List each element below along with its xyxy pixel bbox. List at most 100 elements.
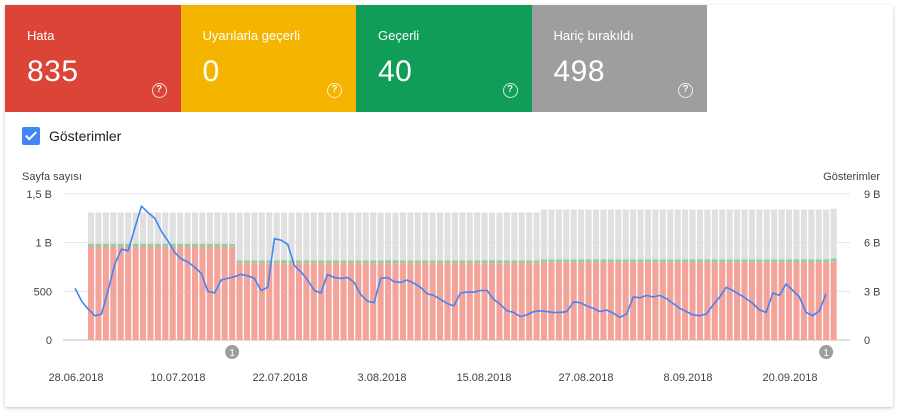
- bar-error: [191, 246, 199, 340]
- help-icon[interactable]: ?: [678, 83, 693, 98]
- help-icon[interactable]: ?: [327, 83, 342, 98]
- x-tick-label: 3.08.2018: [358, 372, 407, 384]
- bar-excluded: [741, 209, 748, 260]
- help-icon[interactable]: ?: [502, 83, 518, 98]
- bar-valid: [162, 243, 169, 247]
- bar-error: [184, 246, 191, 340]
- left-axis-title: Sayfa sayısı: [22, 171, 82, 183]
- bar-error: [132, 246, 139, 340]
- bar-valid: [236, 260, 243, 264]
- bar-excluded: [191, 212, 199, 244]
- bar-valid: [221, 243, 228, 247]
- bar-excluded: [229, 212, 236, 244]
- bar-error: [741, 262, 748, 340]
- impressions-checkbox[interactable]: [22, 127, 40, 145]
- bar-error: [592, 262, 600, 340]
- bar-error: [459, 263, 466, 340]
- bar-valid: [407, 260, 414, 264]
- bar-excluded: [281, 212, 288, 261]
- bar-error: [399, 263, 406, 340]
- bar-error: [422, 263, 429, 340]
- help-icon[interactable]: ?: [151, 83, 167, 98]
- right-tick-label: 0: [864, 335, 870, 347]
- bar-excluded: [711, 209, 718, 260]
- bar-valid: [295, 260, 303, 264]
- bar-error: [333, 263, 340, 340]
- bar-error: [451, 263, 458, 340]
- bar-excluded: [169, 212, 176, 244]
- bar-excluded: [333, 212, 340, 261]
- tile-warning-value: 0: [202, 55, 220, 88]
- bar-valid: [474, 260, 481, 264]
- tile-valid[interactable]: Geçerli 40 ?: [356, 5, 532, 112]
- x-tick-label: 28.06.2018: [48, 372, 103, 384]
- bar-valid: [325, 260, 332, 264]
- bar-excluded: [251, 212, 258, 261]
- bar-valid: [451, 260, 458, 264]
- bar-valid: [251, 260, 258, 264]
- bar-error: [526, 263, 533, 340]
- bar-valid: [585, 259, 592, 263]
- bar-valid: [347, 260, 354, 264]
- bar-excluded: [548, 209, 555, 260]
- bar-valid: [444, 260, 451, 264]
- bar-excluded: [778, 209, 785, 260]
- bar-error: [607, 262, 614, 340]
- bar-valid: [667, 259, 674, 263]
- bar-error: [496, 263, 503, 340]
- bar-excluded: [585, 209, 592, 260]
- bar-excluded: [347, 212, 354, 261]
- bar-valid: [726, 259, 733, 263]
- x-tick-label: 22.07.2018: [252, 372, 307, 384]
- bar-valid: [689, 259, 696, 263]
- bar-error: [154, 246, 161, 340]
- bar-error: [258, 263, 265, 340]
- bar-excluded: [325, 212, 332, 261]
- bar-excluded: [526, 212, 533, 261]
- impressions-label: Gösterimler: [49, 128, 122, 144]
- tile-excluded[interactable]: Hariç bırakıldı 498 ?: [531, 5, 707, 112]
- bar-excluded: [756, 209, 763, 260]
- bar-error: [637, 262, 644, 340]
- bar-error: [385, 263, 392, 340]
- bar-error: [823, 262, 830, 340]
- bar-error: [555, 262, 562, 340]
- bar-valid: [600, 259, 607, 263]
- impressions-toggle[interactable]: Gösterimler: [22, 127, 121, 145]
- bar-valid: [340, 260, 347, 264]
- bar-error: [236, 263, 243, 340]
- bar-excluded: [407, 212, 414, 261]
- bar-excluded: [437, 212, 444, 261]
- bar-valid: [496, 260, 503, 264]
- bar-valid: [392, 260, 399, 264]
- bar-excluded: [258, 212, 265, 261]
- bar-error: [110, 246, 117, 340]
- bar-valid: [88, 243, 95, 247]
- bar-excluded: [318, 212, 325, 261]
- bar-excluded: [266, 212, 273, 261]
- bar-error: [474, 263, 481, 340]
- bar-valid: [570, 259, 577, 263]
- bar-excluded: [689, 209, 696, 260]
- bar-excluded: [771, 209, 778, 260]
- bar-excluded: [88, 212, 95, 244]
- tile-error[interactable]: Hata 835 ?: [5, 5, 181, 112]
- bar-excluded: [459, 212, 466, 261]
- bar-excluded: [726, 209, 733, 260]
- bar-valid: [147, 243, 154, 247]
- bar-valid: [704, 259, 711, 263]
- bar-valid: [318, 260, 325, 264]
- bar-excluded: [674, 209, 681, 260]
- bar-excluded: [154, 212, 161, 244]
- bar-error: [548, 262, 555, 340]
- bar-error: [310, 263, 317, 340]
- bar-error: [88, 246, 95, 340]
- bar-excluded: [184, 212, 191, 244]
- bar-error: [540, 262, 548, 340]
- bar-error: [340, 263, 347, 340]
- bar-error: [429, 263, 436, 340]
- bar-valid: [823, 259, 830, 263]
- bar-error: [763, 262, 770, 340]
- bar-excluded: [823, 209, 830, 260]
- tile-valid-with-warnings[interactable]: Uyarılarla geçerli 0 ?: [180, 5, 356, 112]
